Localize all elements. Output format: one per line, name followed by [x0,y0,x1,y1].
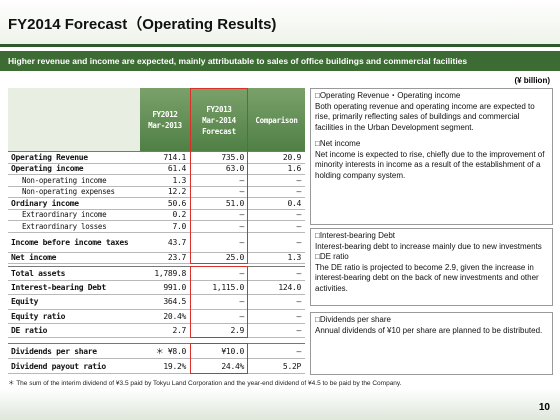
cell: 1.6 [248,164,305,175]
cell: 51.0 [190,198,248,210]
cell: — [248,210,305,221]
cell: 20.4% [140,310,190,324]
note-text: Net income is expected to rise, chiefly … [315,149,545,180]
row-label: Operating income [8,164,140,175]
note-heading: □DE ratio [315,252,349,261]
cell: 20.9 [248,152,305,164]
row-label: Net income [8,253,140,264]
cell: 23.7 [140,253,190,264]
row-label: Dividend payout ratio [8,359,140,374]
note-text: Annual dividends of ¥10 per share are pl… [315,325,543,335]
group-top-rule [8,151,305,152]
header-line: Mar-2014 [202,115,236,125]
unit: (¥ billion) [514,76,550,85]
row-label: Dividends per share [8,344,140,359]
header-cell: FY2013 Mar-2014 Forecast [190,88,248,152]
header-line: Forecast [202,126,236,136]
cell: — [248,295,305,310]
highlight-box [190,88,248,264]
cell: — [248,310,305,324]
row-label: Equity [8,295,140,310]
cell: 19.2% [140,359,190,374]
cell: 1.3 [140,175,190,187]
row-label: Income before income taxes [8,233,140,253]
cell: 1.3 [248,253,305,264]
header-line: Comparison [255,115,298,125]
cell: — [190,295,248,310]
cell: — [190,175,248,187]
header-line: FY2012 [152,110,178,119]
note-heading: □Net income [315,139,361,148]
cell: 735.0 [190,152,248,164]
row-label: Extraordinary losses [8,221,140,233]
cell: 2.7 [140,324,190,338]
group-top-rule [8,266,305,267]
note-text: Interest-bearing debt to increase mainly… [315,241,542,251]
row-label: Extraordinary income [8,210,140,221]
group-top-rule [8,343,305,344]
note-panel: □Interest-bearing Debt Interest-bearing d… [310,228,553,306]
highlight-box [190,343,248,374]
row-label: Operating Revenue [8,152,140,164]
cell: — [190,210,248,221]
cell: — [248,221,305,233]
cell: — [248,267,305,282]
row-label: DE ratio [8,324,140,338]
header-cell: Comparison [248,88,305,152]
cell: 43.7 [140,233,190,253]
header-line: Mar-2013 [148,121,182,130]
banner: Higher revenue and income are expected, … [0,51,560,71]
cell: — [190,187,248,198]
cell: 364.5 [140,295,190,310]
cell: 124.0 [248,281,305,296]
note-panel: □Dividends per share Annual dividends of … [310,312,553,375]
cell: ＊ ¥8.0 [140,344,190,359]
note-panel: □Operating Revenue・Operating income Both … [310,88,553,225]
cell: — [190,221,248,233]
cell: — [248,233,305,253]
cell: — [190,310,248,324]
note-text: Both operating revenue and operating inc… [315,101,535,132]
cell: 61.4 [140,164,190,175]
cell: 714.1 [140,152,190,164]
row-label: Non-operating expenses [8,187,140,198]
title-bar [0,0,560,44]
cell: 0.2 [140,210,190,221]
footer [0,388,560,420]
table-header-left [8,88,140,152]
cell: — [190,233,248,253]
header-cell: FY2012 Mar-2013 [140,88,190,152]
cell: — [248,324,305,338]
note-heading: □Dividends per share [315,315,391,324]
cell: 991.0 [140,281,190,296]
page-number: 10 [538,402,550,413]
row-label: Interest-bearing Debt [8,281,140,296]
row-label: Ordinary income [8,198,140,210]
cell: — [248,344,305,359]
cell: 1,789.8 [140,267,190,282]
note-heading: □Interest-bearing Debt [315,231,395,240]
cell: 0.4 [248,198,305,210]
cell: 12.2 [140,187,190,198]
highlight-box [190,266,248,338]
cell: 5.2P [248,359,305,374]
cell: — [248,175,305,187]
cell: 63.0 [190,164,248,175]
row-label: Total assets [8,267,140,282]
title: FY2014 Forecast（Operating Results) [8,16,277,33]
footnote: ＊ The sum of the interim dividend of ¥3.… [8,380,402,387]
cell: 50.6 [140,198,190,210]
note-heading: □Operating Revenue・Operating income [315,91,461,100]
cell: ¥10.0 [190,344,248,359]
cell: — [190,267,248,282]
cell: 1,115.0 [190,281,248,296]
row-label: Non-operating income [8,175,140,187]
note-text: The DE ratio is projected to become 2.9,… [315,262,539,293]
rule [0,44,560,47]
cell: — [248,187,305,198]
row-label: Equity ratio [8,310,140,324]
header-line: FY2013 [206,104,232,114]
cell: 7.0 [140,221,190,233]
